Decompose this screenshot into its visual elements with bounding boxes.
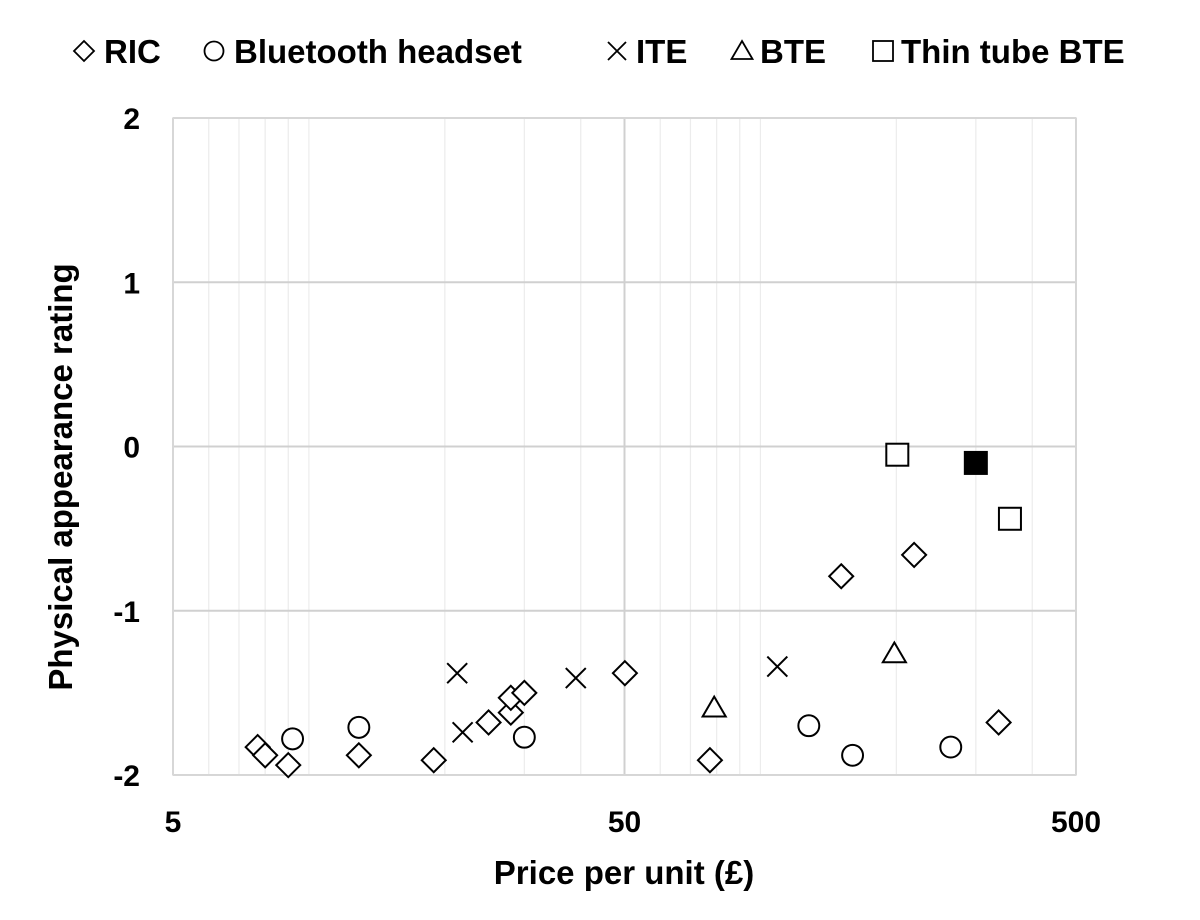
x-tick-label: 5	[165, 806, 182, 839]
legend: RIC Bluetooth headset ITE BTE Thin tube BTE	[72, 33, 1125, 70]
marker-triangle	[700, 694, 728, 718]
marker-circle	[203, 40, 225, 62]
marker-square	[885, 442, 910, 467]
x-tick-label: 500	[1051, 806, 1101, 839]
y-tick-label: 0	[123, 432, 140, 465]
legend-item-bluetooth-headset: Bluetooth headset	[203, 33, 522, 70]
legend-label: ITE	[636, 33, 687, 70]
highlighted-point	[963, 450, 988, 475]
series-bte	[700, 640, 908, 718]
marker-circle	[841, 743, 865, 767]
marker-diamond	[475, 709, 502, 736]
marker-diamond	[274, 751, 302, 779]
x-axis-label: Price per unit (£)	[494, 854, 754, 891]
marker-diamond	[345, 741, 373, 769]
marker-diamond	[72, 39, 96, 63]
series-ric	[244, 541, 1013, 779]
marker-diamond	[900, 541, 928, 569]
marker-diamond	[510, 679, 538, 707]
y-axis-label: Physical appearance rating	[42, 263, 79, 690]
marker-diamond	[827, 562, 855, 590]
legend-item-ric: RIC	[72, 33, 161, 70]
marker-diamond	[696, 746, 724, 774]
legend-label: RIC	[104, 33, 161, 70]
marker-x	[451, 721, 474, 744]
marker-circle	[512, 725, 536, 749]
marker-diamond	[251, 741, 279, 769]
marker-x	[766, 655, 789, 678]
marker-circle	[281, 727, 305, 751]
marker-square	[872, 40, 894, 62]
x-tick-label: 50	[608, 806, 641, 839]
marker-circle	[939, 735, 963, 759]
series-bluetooth-headset	[281, 714, 963, 767]
legend-label: BTE	[760, 33, 826, 70]
legend-label: Bluetooth headset	[234, 33, 522, 70]
marker-circle	[347, 715, 371, 739]
y-tick-label: -1	[113, 596, 140, 629]
marker-triangle	[881, 640, 908, 664]
data-points	[244, 442, 1022, 779]
grid	[172, 117, 1077, 776]
legend-item-ite: ITE	[607, 33, 687, 70]
marker-diamond	[420, 746, 448, 774]
legend-item-bte: BTE	[729, 33, 826, 70]
marker-square	[997, 506, 1022, 531]
marker-circle	[797, 714, 821, 738]
marker-triangle	[729, 39, 755, 60]
y-tick-label: -2	[113, 760, 140, 793]
marker-diamond	[985, 709, 1013, 736]
marker-x	[607, 41, 627, 61]
plot-area-border	[172, 117, 1077, 776]
tick-labels: 5 50 500 2 1 0 -1 -2	[113, 103, 1101, 839]
marker-diamond	[611, 659, 639, 687]
y-tick-label: 2	[123, 103, 140, 136]
marker-x	[565, 667, 587, 689]
marker-diamond	[497, 699, 525, 726]
legend-item-thin-tube-bte: Thin tube BTE	[872, 33, 1125, 70]
legend-label: Thin tube BTE	[901, 33, 1125, 70]
series-thin-tube-bte	[885, 442, 1022, 531]
marker-x	[446, 662, 468, 684]
y-tick-label: 1	[123, 267, 140, 300]
series-ite	[446, 655, 789, 744]
